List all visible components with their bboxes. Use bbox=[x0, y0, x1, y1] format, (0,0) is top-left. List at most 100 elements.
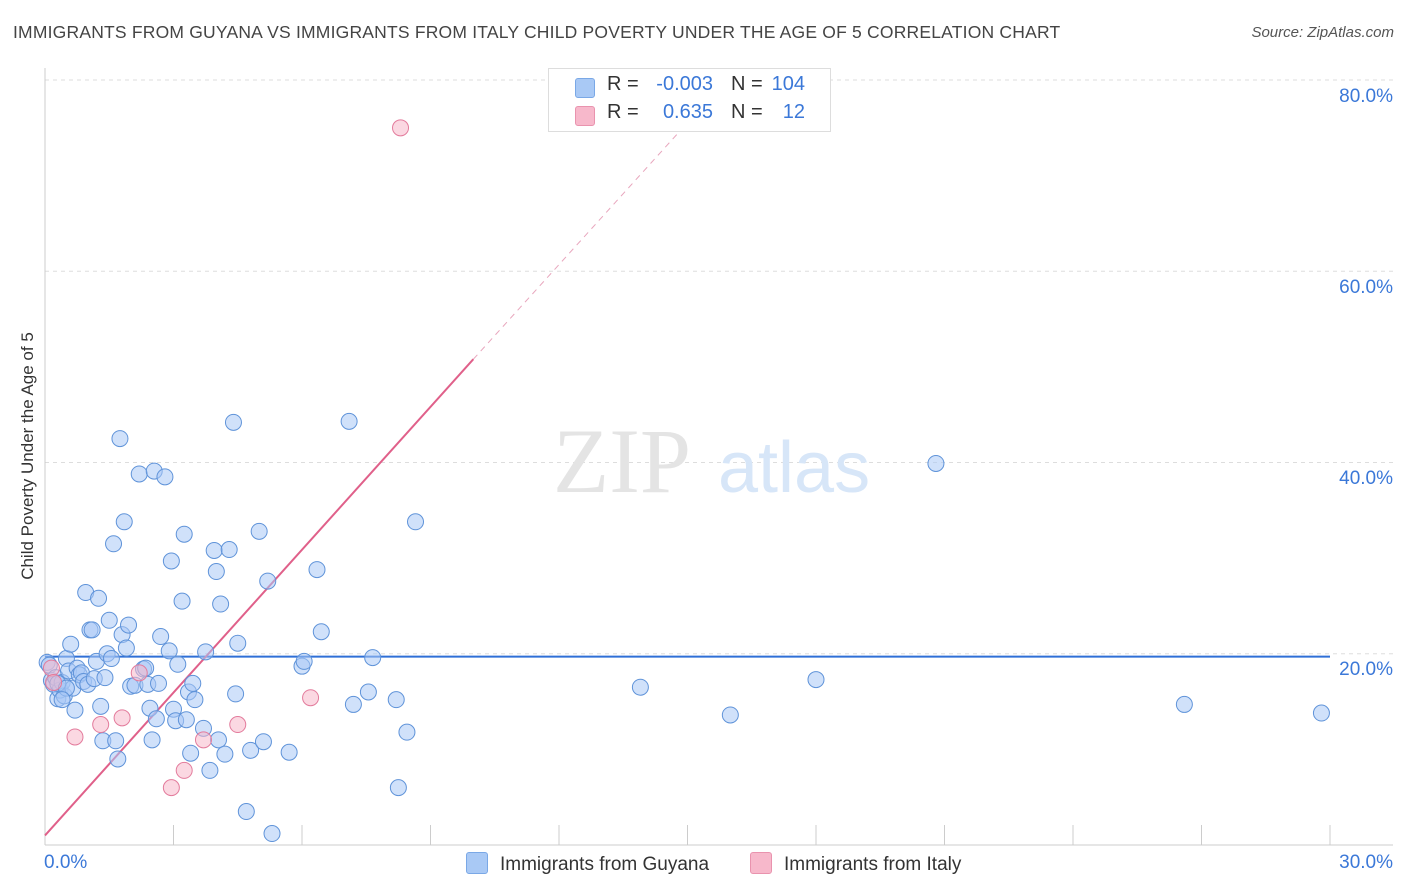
trend-line-italy bbox=[44, 358, 475, 837]
point-italy-9 bbox=[194, 731, 212, 749]
point-guyana-37 bbox=[117, 639, 135, 657]
point-guyana-90 bbox=[364, 649, 382, 667]
point-guyana-88 bbox=[344, 695, 362, 713]
watermark-atlas: atlas bbox=[718, 428, 870, 508]
point-guyana-11 bbox=[62, 635, 80, 653]
point-guyana-49 bbox=[150, 674, 168, 692]
legend-item-italy[interactable]: Immigrants from Italy bbox=[750, 852, 961, 876]
point-guyana-67 bbox=[205, 541, 223, 559]
point-guyana-95 bbox=[631, 678, 649, 696]
point-guyana-84 bbox=[295, 652, 313, 670]
point-italy-8 bbox=[175, 761, 193, 779]
point-guyana-62 bbox=[186, 691, 204, 709]
point-guyana-72 bbox=[220, 541, 238, 559]
point-guyana-50 bbox=[152, 628, 170, 646]
point-italy-3 bbox=[66, 728, 84, 746]
point-italy-4 bbox=[92, 716, 110, 734]
point-guyana-82 bbox=[280, 743, 298, 761]
point-guyana-97 bbox=[807, 671, 825, 689]
data-points bbox=[38, 119, 1330, 843]
point-guyana-73 bbox=[224, 413, 242, 431]
n-value: 12 bbox=[782, 101, 805, 123]
point-guyana-41 bbox=[130, 465, 148, 483]
r-label: R = bbox=[607, 73, 639, 95]
watermark: ZIP atlas bbox=[553, 410, 870, 512]
y-tick-label-20: 20.0% bbox=[1339, 659, 1393, 680]
x-tick-label-min: 0.0% bbox=[44, 852, 88, 873]
r-value: -0.003 bbox=[656, 73, 713, 95]
watermark-zip: ZIP bbox=[553, 410, 691, 512]
point-guyana-96 bbox=[721, 706, 739, 724]
n-label: N = bbox=[731, 101, 763, 123]
point-guyana-61 bbox=[182, 744, 200, 762]
point-guyana-31 bbox=[105, 535, 123, 553]
point-guyana-86 bbox=[312, 623, 330, 641]
point-guyana-98 bbox=[927, 454, 945, 472]
point-guyana-77 bbox=[242, 741, 260, 759]
legend-label-guyana: Immigrants from Guyana bbox=[500, 854, 710, 875]
point-guyana-100 bbox=[1312, 704, 1330, 722]
stats-legend: R = -0.003 N = 104 R = 0.635 N = 12 bbox=[548, 68, 831, 132]
point-italy-7 bbox=[162, 779, 180, 797]
point-italy-2 bbox=[45, 673, 63, 691]
point-guyana-89 bbox=[359, 683, 377, 701]
point-italy-11 bbox=[302, 689, 320, 707]
legend-label-italy: Immigrants from Italy bbox=[784, 854, 962, 875]
point-guyana-27 bbox=[96, 669, 114, 687]
point-guyana-99 bbox=[1175, 695, 1193, 713]
point-guyana-59 bbox=[177, 711, 195, 729]
point-guyana-32 bbox=[107, 732, 125, 750]
point-guyana-51 bbox=[156, 468, 174, 486]
guyana-swatch bbox=[575, 78, 595, 98]
y-tick-label-60: 60.0% bbox=[1339, 277, 1393, 298]
point-guyana-63 bbox=[184, 674, 202, 692]
n-label: N = bbox=[731, 73, 763, 95]
point-italy-5 bbox=[113, 709, 131, 727]
point-guyana-46 bbox=[143, 731, 161, 749]
point-italy-1 bbox=[42, 659, 60, 677]
point-guyana-75 bbox=[229, 634, 247, 652]
point-guyana-85 bbox=[308, 561, 326, 579]
point-guyana-24 bbox=[90, 589, 108, 607]
point-guyana-70 bbox=[212, 595, 230, 613]
point-italy-10 bbox=[229, 716, 247, 734]
point-guyana-64 bbox=[197, 643, 215, 661]
point-guyana-52 bbox=[160, 642, 178, 660]
point-guyana-30 bbox=[102, 650, 120, 668]
point-guyana-68 bbox=[207, 563, 225, 581]
italy-legend-swatch bbox=[750, 852, 772, 874]
point-guyana-94 bbox=[407, 513, 425, 531]
r-label: R = bbox=[607, 101, 639, 123]
point-guyana-13 bbox=[66, 701, 84, 719]
r-value: 0.635 bbox=[662, 101, 713, 123]
trend-line-italy-extension bbox=[472, 89, 718, 360]
point-guyana-48 bbox=[147, 710, 165, 728]
point-guyana-66 bbox=[201, 761, 219, 779]
point-guyana-21 bbox=[83, 621, 101, 639]
source-label: Source: ZipAtlas.com bbox=[1251, 24, 1394, 41]
point-guyana-87 bbox=[340, 412, 358, 430]
x-tick-label-max: 30.0% bbox=[1339, 852, 1393, 873]
chart-title: IMMIGRANTS FROM GUYANA VS IMMIGRANTS FRO… bbox=[13, 22, 1061, 42]
n-value: 104 bbox=[771, 73, 805, 95]
point-guyana-36 bbox=[115, 513, 133, 531]
legend-item-guyana[interactable]: Immigrants from Guyana bbox=[466, 852, 709, 876]
gridlines bbox=[45, 79, 1393, 655]
point-guyana-38 bbox=[120, 616, 138, 634]
point-italy-0 bbox=[392, 119, 410, 137]
point-italy-6 bbox=[130, 664, 148, 682]
point-guyana-53 bbox=[162, 552, 180, 570]
point-guyana-69 bbox=[209, 731, 227, 749]
point-guyana-33 bbox=[109, 750, 127, 768]
point-guyana-78 bbox=[250, 522, 268, 540]
guyana-legend-swatch bbox=[466, 852, 488, 874]
point-guyana-80 bbox=[259, 572, 277, 590]
y-tick-label-40: 40.0% bbox=[1339, 468, 1393, 489]
italy-swatch bbox=[575, 106, 595, 126]
point-guyana-25 bbox=[92, 697, 110, 715]
point-guyana-74 bbox=[227, 685, 245, 703]
point-guyana-79 bbox=[254, 733, 272, 751]
y-tick-label-80: 80.0% bbox=[1339, 86, 1393, 107]
axes bbox=[44, 68, 1393, 846]
